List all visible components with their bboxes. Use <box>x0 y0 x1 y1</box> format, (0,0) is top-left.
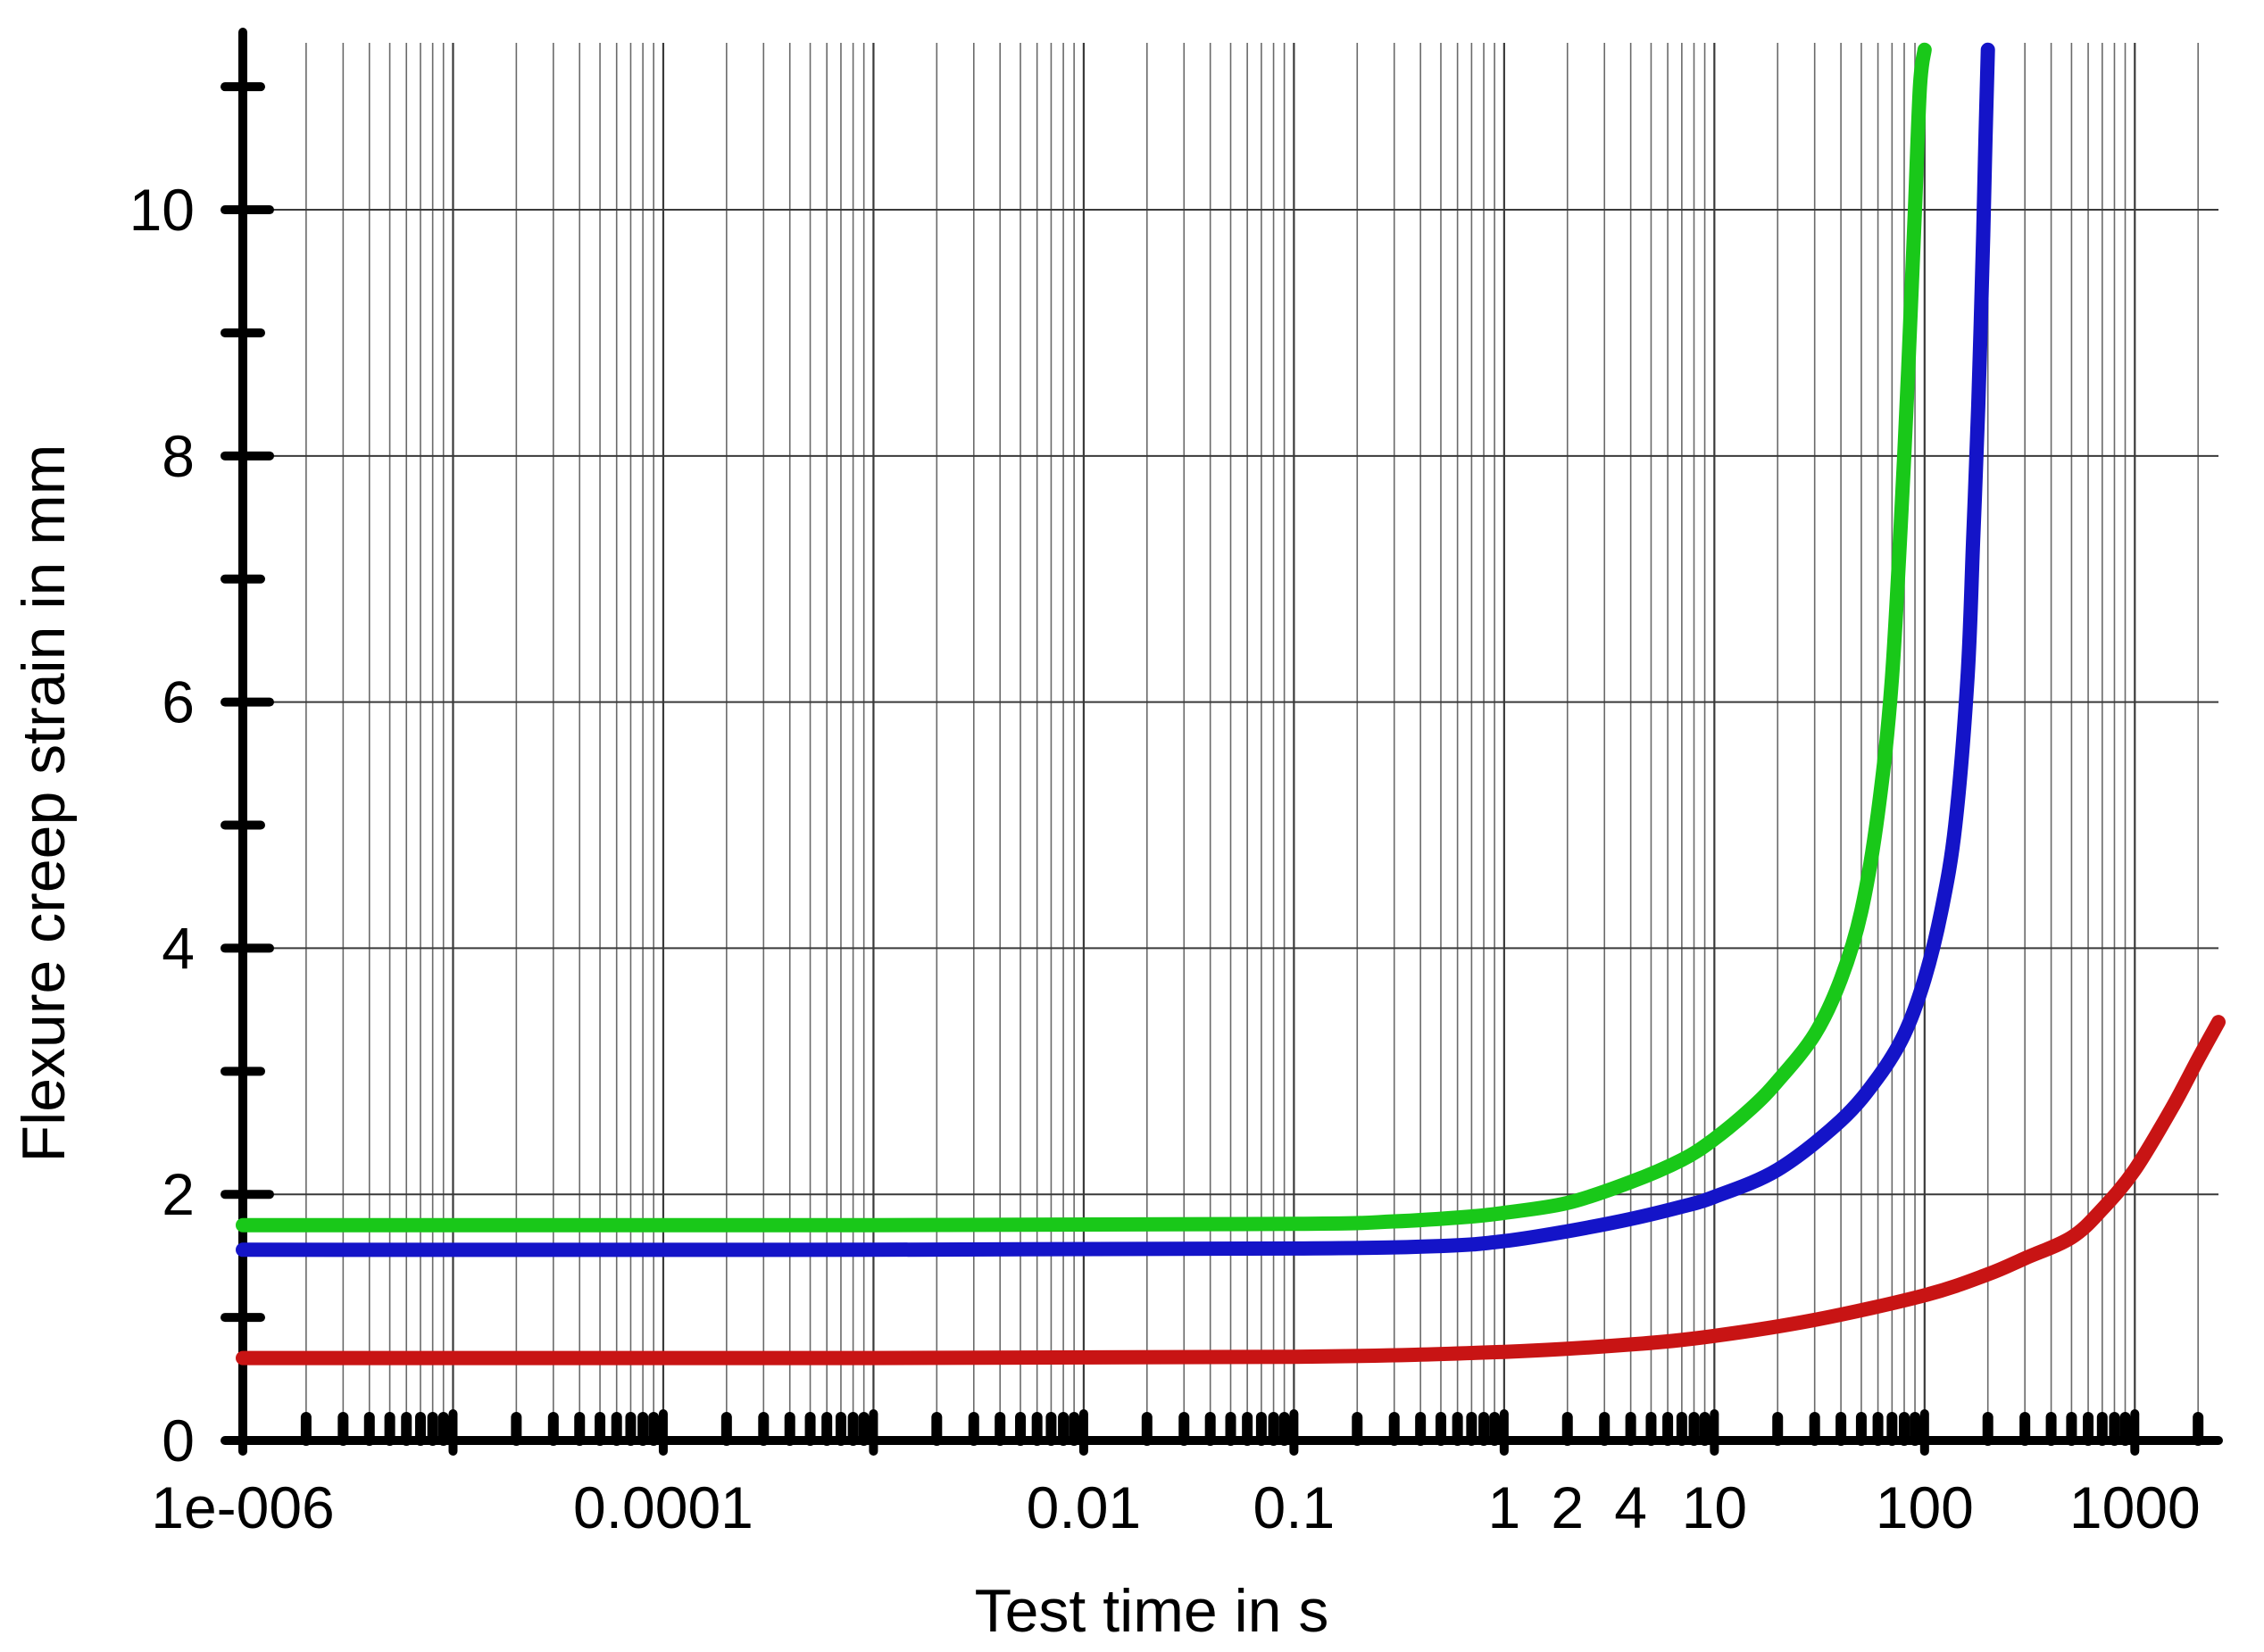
y-tick-label: 2 <box>162 1161 195 1227</box>
grid-lines <box>241 43 2218 1440</box>
x-tick-label: 1e-006 <box>151 1474 335 1540</box>
y-tick-label: 6 <box>162 669 195 735</box>
x-tick-labels: 1e-006 0.0001 0.01 0.1 1 2 4 10 100 1000 <box>151 1474 2200 1540</box>
y-tick-label: 4 <box>162 915 195 981</box>
x-tick-label: 1 <box>1488 1474 1521 1540</box>
y-tick-labels: 0 2 4 6 8 10 <box>129 177 195 1474</box>
x-tick-label: 0.1 <box>1253 1474 1336 1540</box>
series-line-3 <box>236 1015 2226 1366</box>
series-line-2 <box>236 42 1995 1258</box>
y-tick-label: 10 <box>129 177 195 243</box>
x-tick-label: 0.01 <box>1027 1474 1141 1540</box>
x-axis-title: Test time in s <box>975 1577 1329 1645</box>
x-tick-label: 0.0001 <box>573 1474 753 1540</box>
y-tick-label: 0 <box>162 1407 195 1474</box>
y-axis-title: Flexure creep strain in mm <box>10 444 78 1163</box>
axis-tick-marks <box>300 1412 2204 1446</box>
series-line-1 <box>236 42 1932 1233</box>
x-tick-label: 10 <box>1682 1474 1747 1540</box>
x-tick-label: 100 <box>1876 1474 1974 1540</box>
x-tick-label: 4 <box>1614 1474 1647 1540</box>
series-layer <box>236 42 2226 1366</box>
x-tick-label: 2 <box>1551 1474 1584 1540</box>
y-tick-label: 8 <box>162 423 195 489</box>
x-tick-label: 1000 <box>2069 1474 2201 1540</box>
